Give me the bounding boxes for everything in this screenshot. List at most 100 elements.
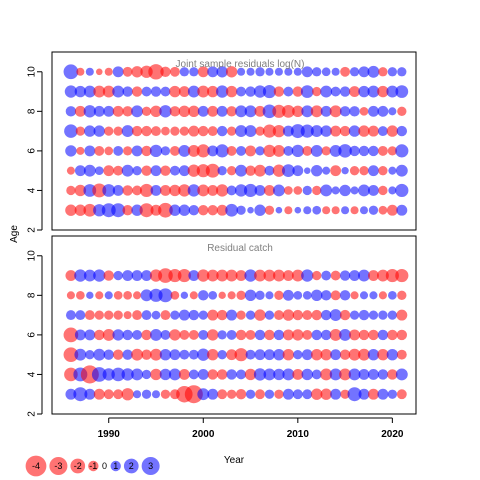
bubble [93,85,106,98]
bubble [104,67,113,76]
bubble [207,309,219,321]
bubble [161,126,170,136]
bubble [255,67,265,77]
bubble [225,66,238,78]
legend-label: -4 [32,461,40,471]
bubble [76,290,85,300]
bubble [292,165,304,177]
bubble [225,269,238,282]
bubble [264,389,275,399]
bubble [312,86,322,97]
bubble [113,145,124,156]
bubble [151,126,161,137]
bubble [329,368,342,381]
bubble [122,86,133,97]
bubble [349,166,360,176]
bubble [282,270,294,282]
bubble [244,125,257,138]
bubble [150,328,162,341]
bubble [141,165,152,176]
bubble [273,348,285,361]
bubble [284,206,293,215]
bubble [103,349,114,360]
bubble [254,184,266,196]
bubble [302,145,313,156]
bubble [284,67,293,76]
bubble [274,290,284,300]
bubble [377,388,389,400]
bubble [378,205,388,215]
age-tick-label: 8 [27,292,38,298]
bubble [132,185,143,196]
year-axis: 1990 2000 2010 2020 [98,417,404,440]
bubble [253,368,267,381]
bubble [103,105,115,117]
bubble [245,145,256,157]
bubble [301,105,314,118]
bubble [349,310,360,320]
bubble [112,329,124,341]
bubble [198,205,209,216]
bubble [312,67,322,77]
bubble [93,105,105,117]
bubble [395,268,409,283]
bubble [188,369,199,380]
bubble [245,329,256,340]
bubble [330,165,342,177]
bubble [160,86,171,97]
bubble [347,387,362,402]
bubble [112,66,124,78]
bubble [255,126,265,136]
bubble [273,368,285,381]
bubble [216,369,228,380]
bubble [112,349,124,360]
bubble [216,66,228,78]
bubble [282,348,295,361]
bubble [197,184,210,197]
bubble [388,166,397,175]
bubble [226,126,237,136]
bubble [253,85,267,98]
bubble [160,146,171,156]
bubble [65,145,77,157]
bubble [184,385,203,404]
bubble [386,125,399,137]
bubble [63,64,79,80]
bubble [254,269,266,282]
bottom-panel-title: Residual catch [207,243,273,254]
bubble [169,66,180,77]
bubble [245,86,256,97]
bubble [93,388,105,400]
bubble [330,125,342,137]
bubble [123,290,132,300]
bubble [178,184,191,197]
bubble [368,205,379,215]
bubble [272,269,285,282]
bubble [141,86,152,97]
bubble [216,204,228,216]
bubble [367,85,380,98]
bubble [141,389,152,399]
bubble [320,184,333,197]
bubble [111,203,126,218]
bubble [312,205,322,215]
bubble [275,206,283,214]
bubble [207,348,219,361]
bubble [291,269,304,282]
bubble [368,145,379,157]
bubble [254,349,266,361]
bubble [245,389,256,399]
bubble [64,124,78,138]
bubble [104,126,114,136]
bubble [198,290,209,301]
legend-bubble [49,456,68,476]
bubble [93,204,106,217]
bubbles [63,64,409,218]
bubble [254,105,266,117]
bubble [131,368,144,381]
bubble [178,105,191,118]
bubble [83,203,97,217]
bubble [216,85,229,98]
bubble [303,167,311,174]
bubble [282,329,294,341]
